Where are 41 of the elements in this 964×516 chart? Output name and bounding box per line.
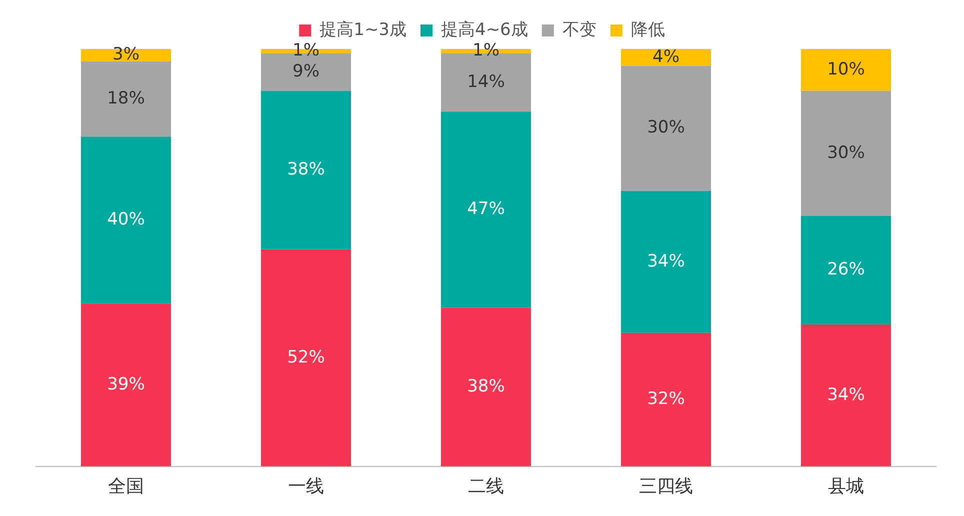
x-tick-label: 全国 [108, 476, 144, 497]
data-label: 30% [827, 142, 865, 163]
bar [621, 190, 711, 333]
legend-label: 提高1~3成 [320, 20, 407, 40]
bar [81, 62, 171, 137]
bar [621, 332, 711, 466]
bar [801, 49, 891, 91]
data-label: 10% [827, 59, 865, 80]
data-label: 47% [467, 199, 505, 220]
bar [621, 66, 711, 191]
x-tick-label: 一线 [288, 476, 324, 497]
bar [81, 304, 171, 466]
data-label: 26% [827, 260, 865, 280]
bar [801, 90, 891, 216]
data-label: 18% [107, 88, 145, 109]
legend-label: 降低 [630, 20, 665, 40]
data-label: 38% [467, 376, 505, 397]
data-label: 52% [287, 347, 325, 368]
bar [801, 216, 891, 324]
bar [441, 112, 531, 308]
bar [801, 324, 891, 466]
data-label: 40% [107, 210, 145, 230]
x-tick-label: 县城 [828, 476, 864, 497]
data-label: 3% [112, 44, 140, 65]
bar [261, 249, 351, 466]
data-label: 32% [647, 389, 685, 410]
legend-label: 提高4~6成 [441, 20, 528, 40]
data-label: 4% [652, 46, 680, 67]
bar [261, 90, 351, 250]
data-label: 38% [287, 159, 325, 180]
data-label: 14% [467, 72, 505, 92]
bar [441, 308, 531, 466]
data-label: 39% [107, 374, 145, 394]
bar [81, 136, 171, 304]
data-label: 9% [292, 61, 320, 82]
x-tick-label: 三四线 [639, 476, 693, 497]
data-label: 34% [647, 251, 685, 272]
data-label: 34% [827, 384, 865, 405]
data-label: 30% [647, 118, 685, 138]
x-tick-label: 二线 [468, 476, 504, 497]
legend-label: 不变 [562, 20, 596, 40]
